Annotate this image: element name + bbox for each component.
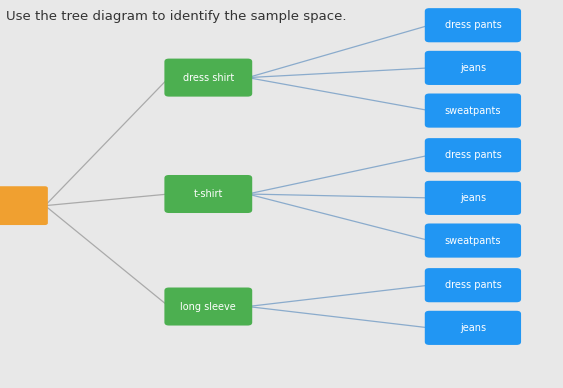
Text: jeans: jeans xyxy=(460,193,486,203)
Text: Use the tree diagram to identify the sample space.: Use the tree diagram to identify the sam… xyxy=(6,10,346,23)
FancyBboxPatch shape xyxy=(0,186,48,225)
FancyBboxPatch shape xyxy=(164,288,252,326)
Text: jeans: jeans xyxy=(460,63,486,73)
FancyBboxPatch shape xyxy=(425,51,521,85)
Text: sweatpants: sweatpants xyxy=(445,236,501,246)
Text: t-shirt: t-shirt xyxy=(194,189,223,199)
Text: sweatpants: sweatpants xyxy=(445,106,501,116)
FancyBboxPatch shape xyxy=(425,94,521,128)
Text: jeans: jeans xyxy=(460,323,486,333)
FancyBboxPatch shape xyxy=(425,181,521,215)
FancyBboxPatch shape xyxy=(425,8,521,42)
Text: dress pants: dress pants xyxy=(445,20,501,30)
FancyBboxPatch shape xyxy=(425,268,521,302)
FancyBboxPatch shape xyxy=(425,311,521,345)
FancyBboxPatch shape xyxy=(425,223,521,258)
Text: dress pants: dress pants xyxy=(445,280,501,290)
FancyBboxPatch shape xyxy=(164,59,252,97)
Text: dress shirt: dress shirt xyxy=(182,73,234,83)
Text: long sleeve: long sleeve xyxy=(180,301,236,312)
Text: dress pants: dress pants xyxy=(445,150,501,160)
FancyBboxPatch shape xyxy=(164,175,252,213)
FancyBboxPatch shape xyxy=(425,138,521,172)
